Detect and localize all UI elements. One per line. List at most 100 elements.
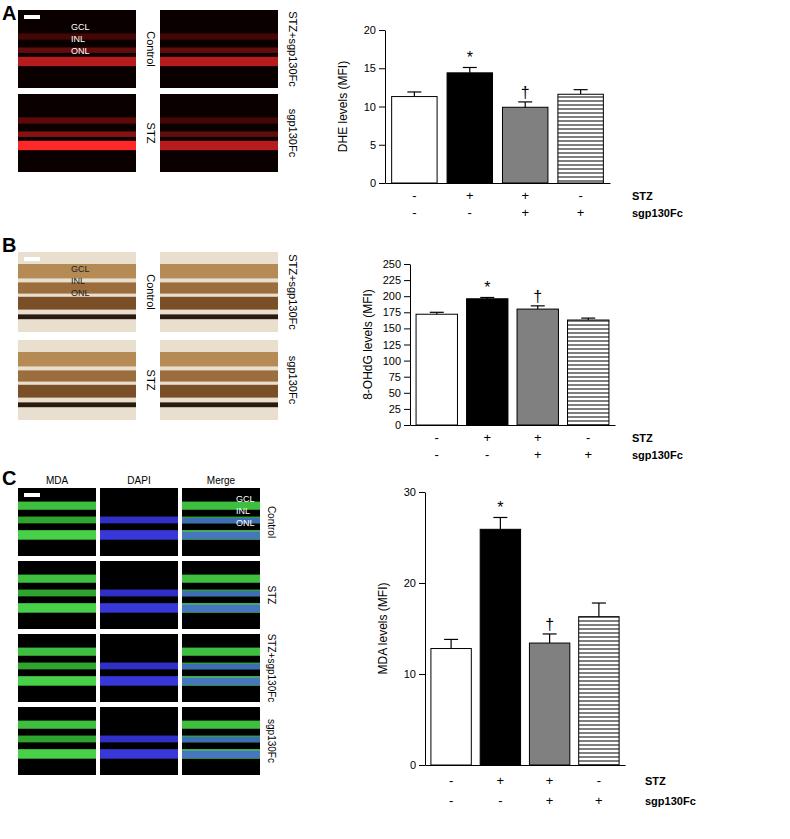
tick-label: 10 bbox=[404, 668, 416, 680]
treatment-sign: - bbox=[468, 205, 472, 220]
tissue-layer bbox=[160, 57, 278, 66]
tissue-layer bbox=[182, 736, 260, 743]
layer-label: INL bbox=[71, 34, 85, 44]
micrograph-background bbox=[100, 634, 178, 702]
micrograph-background bbox=[182, 561, 260, 629]
panel: CMDADAPIMergeControlSTZSTZ+sgp130Fcsgp13… bbox=[2, 467, 277, 775]
treatment-sign: - bbox=[412, 205, 416, 220]
error-bar bbox=[574, 90, 588, 95]
tick-mark bbox=[404, 296, 410, 297]
y-tick: 10 bbox=[404, 668, 425, 680]
tissue-layer bbox=[18, 131, 136, 136]
plot-area bbox=[431, 517, 619, 765]
tissue-layer bbox=[18, 385, 136, 398]
micrograph-background bbox=[160, 10, 278, 88]
treatment-name: sgp130Fc bbox=[645, 795, 696, 807]
image-label: STZ bbox=[145, 370, 157, 391]
tick-label: 10 bbox=[364, 101, 376, 113]
y-axis: 05101520 bbox=[364, 24, 386, 189]
y-tick: 75 bbox=[389, 371, 410, 383]
error-bar bbox=[518, 102, 532, 107]
micrograph-background bbox=[18, 252, 136, 332]
micrograph bbox=[18, 340, 136, 420]
micrograph bbox=[160, 340, 278, 420]
y-axis: 0255075100125150175200225250 bbox=[383, 258, 411, 431]
error-bar bbox=[592, 603, 606, 617]
tick-mark bbox=[379, 68, 385, 69]
y-tick: 5 bbox=[370, 139, 385, 151]
tissue-layer bbox=[100, 749, 178, 759]
image-label: sgp130Fc bbox=[266, 719, 277, 763]
tissue-layer bbox=[18, 590, 96, 597]
tissue-layer bbox=[18, 676, 96, 686]
tissue-layer bbox=[182, 678, 260, 686]
y-tick: 30 bbox=[404, 486, 425, 498]
tissue-layer bbox=[160, 141, 278, 150]
image-label: STZ bbox=[145, 123, 157, 144]
y-tick: 0 bbox=[410, 759, 425, 771]
tissue-layer bbox=[182, 605, 260, 613]
image-label: Control bbox=[145, 31, 157, 66]
micrograph bbox=[182, 561, 260, 629]
micrograph-background bbox=[160, 252, 278, 332]
bar bbox=[447, 73, 492, 183]
tick-mark bbox=[404, 312, 410, 313]
tissue-layer bbox=[160, 314, 278, 319]
tissue-layer bbox=[160, 402, 278, 407]
scale-bar bbox=[24, 15, 40, 19]
tissue-layer bbox=[18, 721, 96, 729]
tick-label: 100 bbox=[383, 355, 401, 367]
treatment-sign: + bbox=[466, 188, 474, 203]
significance-mark: † bbox=[521, 84, 530, 101]
scale-bar bbox=[24, 257, 40, 261]
treatment-sign: + bbox=[497, 773, 505, 788]
tick-label: 250 bbox=[383, 258, 401, 270]
micrograph bbox=[182, 634, 260, 702]
figure: AControlSTZ+sgp130FcSTZsgp130FcGCLINLONL… bbox=[0, 0, 790, 839]
micrograph bbox=[18, 488, 96, 556]
error-bar bbox=[493, 517, 507, 529]
tick-mark bbox=[404, 377, 410, 378]
micrograph-background bbox=[160, 94, 278, 172]
bar-chart: 0102030MDA levels (MFI)*†-++-STZ--++sgp1… bbox=[376, 486, 696, 808]
x-axis-line bbox=[386, 183, 611, 184]
treatment-name: sgp130Fc bbox=[632, 449, 683, 461]
treatment-sign: + bbox=[595, 793, 603, 808]
tick-label: 15 bbox=[364, 62, 376, 74]
tick-mark bbox=[419, 674, 425, 675]
tick-mark bbox=[404, 361, 410, 362]
tissue-layer bbox=[18, 402, 136, 407]
channel-label: Merge bbox=[207, 475, 236, 486]
micrograph-background bbox=[100, 488, 178, 556]
tick-mark bbox=[419, 492, 425, 493]
tick-label: 0 bbox=[395, 419, 401, 431]
layer-label: GCL bbox=[236, 494, 255, 504]
tissue-layer bbox=[18, 648, 96, 656]
plot-area bbox=[416, 297, 609, 425]
micrograph bbox=[18, 94, 136, 172]
y-axis-line bbox=[410, 265, 411, 426]
tissue-layer bbox=[182, 575, 260, 583]
bar bbox=[431, 649, 471, 765]
y-tick: 200 bbox=[383, 290, 410, 302]
significance-mark: † bbox=[545, 616, 554, 633]
error-bar bbox=[531, 306, 545, 309]
tissue-layer bbox=[160, 282, 278, 293]
tissue-layer bbox=[18, 352, 136, 366]
channel-label: DAPI bbox=[127, 475, 150, 486]
treatment-sign: + bbox=[534, 447, 542, 462]
image-label: Control bbox=[145, 274, 157, 309]
layer-label: GCL bbox=[71, 22, 90, 32]
y-tick: 20 bbox=[364, 24, 385, 36]
bar bbox=[568, 320, 609, 425]
tick-label: 30 bbox=[404, 486, 416, 498]
x-axis-line bbox=[426, 765, 626, 766]
tissue-layer bbox=[100, 590, 178, 597]
micrograph-background bbox=[18, 340, 136, 420]
image-label: sgp130Fc bbox=[287, 109, 299, 158]
micrograph bbox=[18, 10, 136, 88]
tick-mark bbox=[404, 328, 410, 329]
tissue-layer bbox=[100, 530, 178, 540]
bar-chart: 05101520DHE levels (MFI)*†-++-STZ--++sgp… bbox=[336, 24, 683, 220]
layer-label: ONL bbox=[71, 288, 90, 298]
